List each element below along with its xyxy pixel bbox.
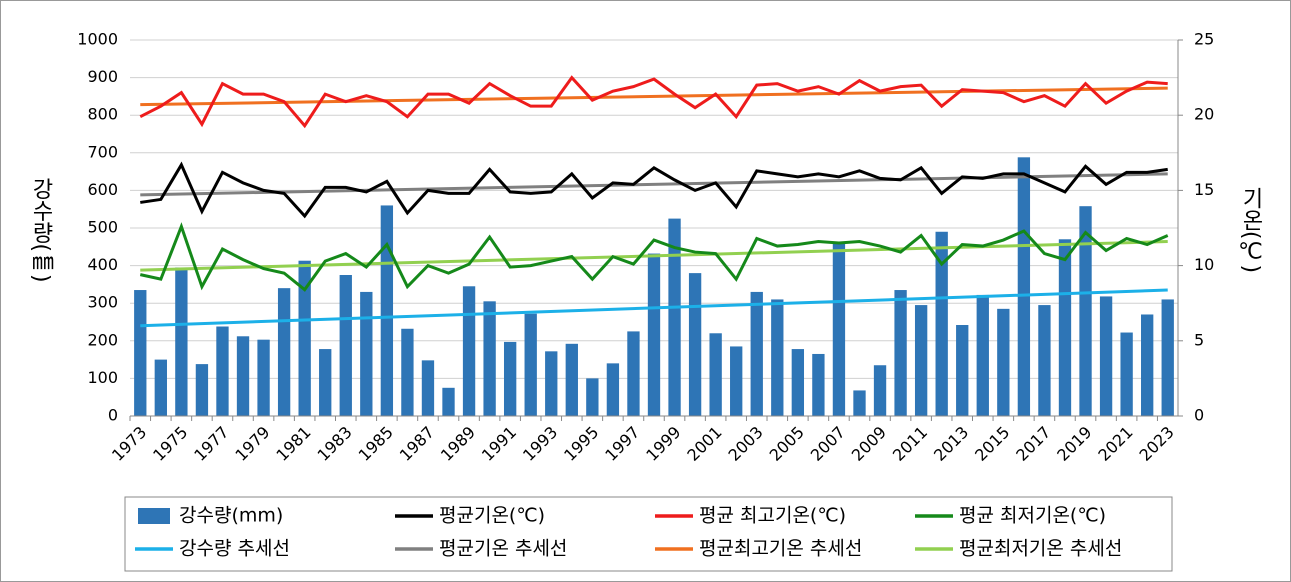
bar [1058,239,1072,416]
bar [730,346,743,416]
legend-label: 강수량 추세선 [179,538,290,560]
bar [976,294,989,416]
bar [1099,296,1113,416]
legend-label: 평균최저기온 추세선 [959,538,1122,560]
bar [216,326,229,416]
trend-line [140,172,1168,197]
bar [791,349,805,416]
y-tick-label: 100 [87,368,118,387]
bar [1161,299,1174,416]
bar [277,288,291,416]
bar [914,305,928,416]
bar [586,378,599,416]
bar [627,331,640,416]
bar [236,336,250,416]
bar [401,328,414,416]
bar [606,363,620,416]
bar [339,275,352,416]
bar [503,341,517,416]
bar [935,231,948,416]
trend-line [140,240,1168,272]
bar [421,360,435,416]
bar [709,333,722,416]
y-tick-label: 500 [87,218,118,237]
legend-label: 평균기온(℃) [439,505,545,527]
bar [832,243,846,416]
y-tick-label: 700 [87,142,118,161]
legend-label: 평균기온 추세선 [439,538,567,560]
bar [812,353,825,416]
y-tick-label: 800 [87,105,118,124]
y-tick-label: 0 [108,406,118,425]
trend-line [140,288,1168,328]
bar [442,387,455,416]
bar [319,349,332,416]
y2-tick-label: 15 [1194,180,1214,199]
y2-axis-label: 기온(℃) [1238,187,1263,273]
y2-tick-label: 0 [1194,406,1204,425]
y-tick-label: 400 [87,255,118,274]
y2-tick-label: 20 [1194,105,1214,124]
bar [894,290,907,416]
y-tick-label: 200 [87,330,118,349]
y-tick-label: 900 [87,67,118,86]
line-series [139,75,1168,129]
line-series [140,161,1168,219]
plot [134,157,1174,416]
bar [360,291,373,416]
bar [380,205,394,416]
y-tick-label: 1000 [77,30,118,49]
bar [134,290,147,416]
legend-label: 평균최고기온 추세선 [699,538,862,560]
line-series [139,222,1169,292]
y-tick-label: 600 [87,180,118,199]
bar [1141,314,1154,416]
bar [873,365,887,416]
bar [298,260,311,416]
legend-swatch [138,508,170,524]
bar [771,299,784,416]
y-axis-label: 강수량(㎜) [28,177,53,282]
bar [668,218,681,416]
bar [750,291,763,416]
bar [1038,305,1051,416]
bar [195,364,209,416]
bar [524,313,537,416]
bar [154,359,167,416]
legend [124,496,1173,572]
bar [647,253,661,416]
legend-label: 평균 최저기온(℃) [959,505,1106,527]
y-tick-label: 300 [87,293,118,312]
bar [565,343,578,416]
bar [997,308,1010,416]
bar [956,325,969,416]
y2-tick-label: 10 [1194,255,1214,274]
y2-tick-label: 25 [1194,30,1214,49]
y2-tick-label: 5 [1194,330,1204,349]
bar [1120,332,1133,416]
bar [257,339,270,416]
bar [175,267,188,416]
bar [853,390,866,416]
bar [688,273,702,416]
bar [545,351,558,416]
bar [462,286,476,416]
legend-label: 강수량(mm) [179,505,283,527]
bar [1079,206,1092,416]
legend-label: 평균 최고기온(℃) [699,505,846,527]
bar [1017,157,1031,416]
bar [483,301,496,416]
